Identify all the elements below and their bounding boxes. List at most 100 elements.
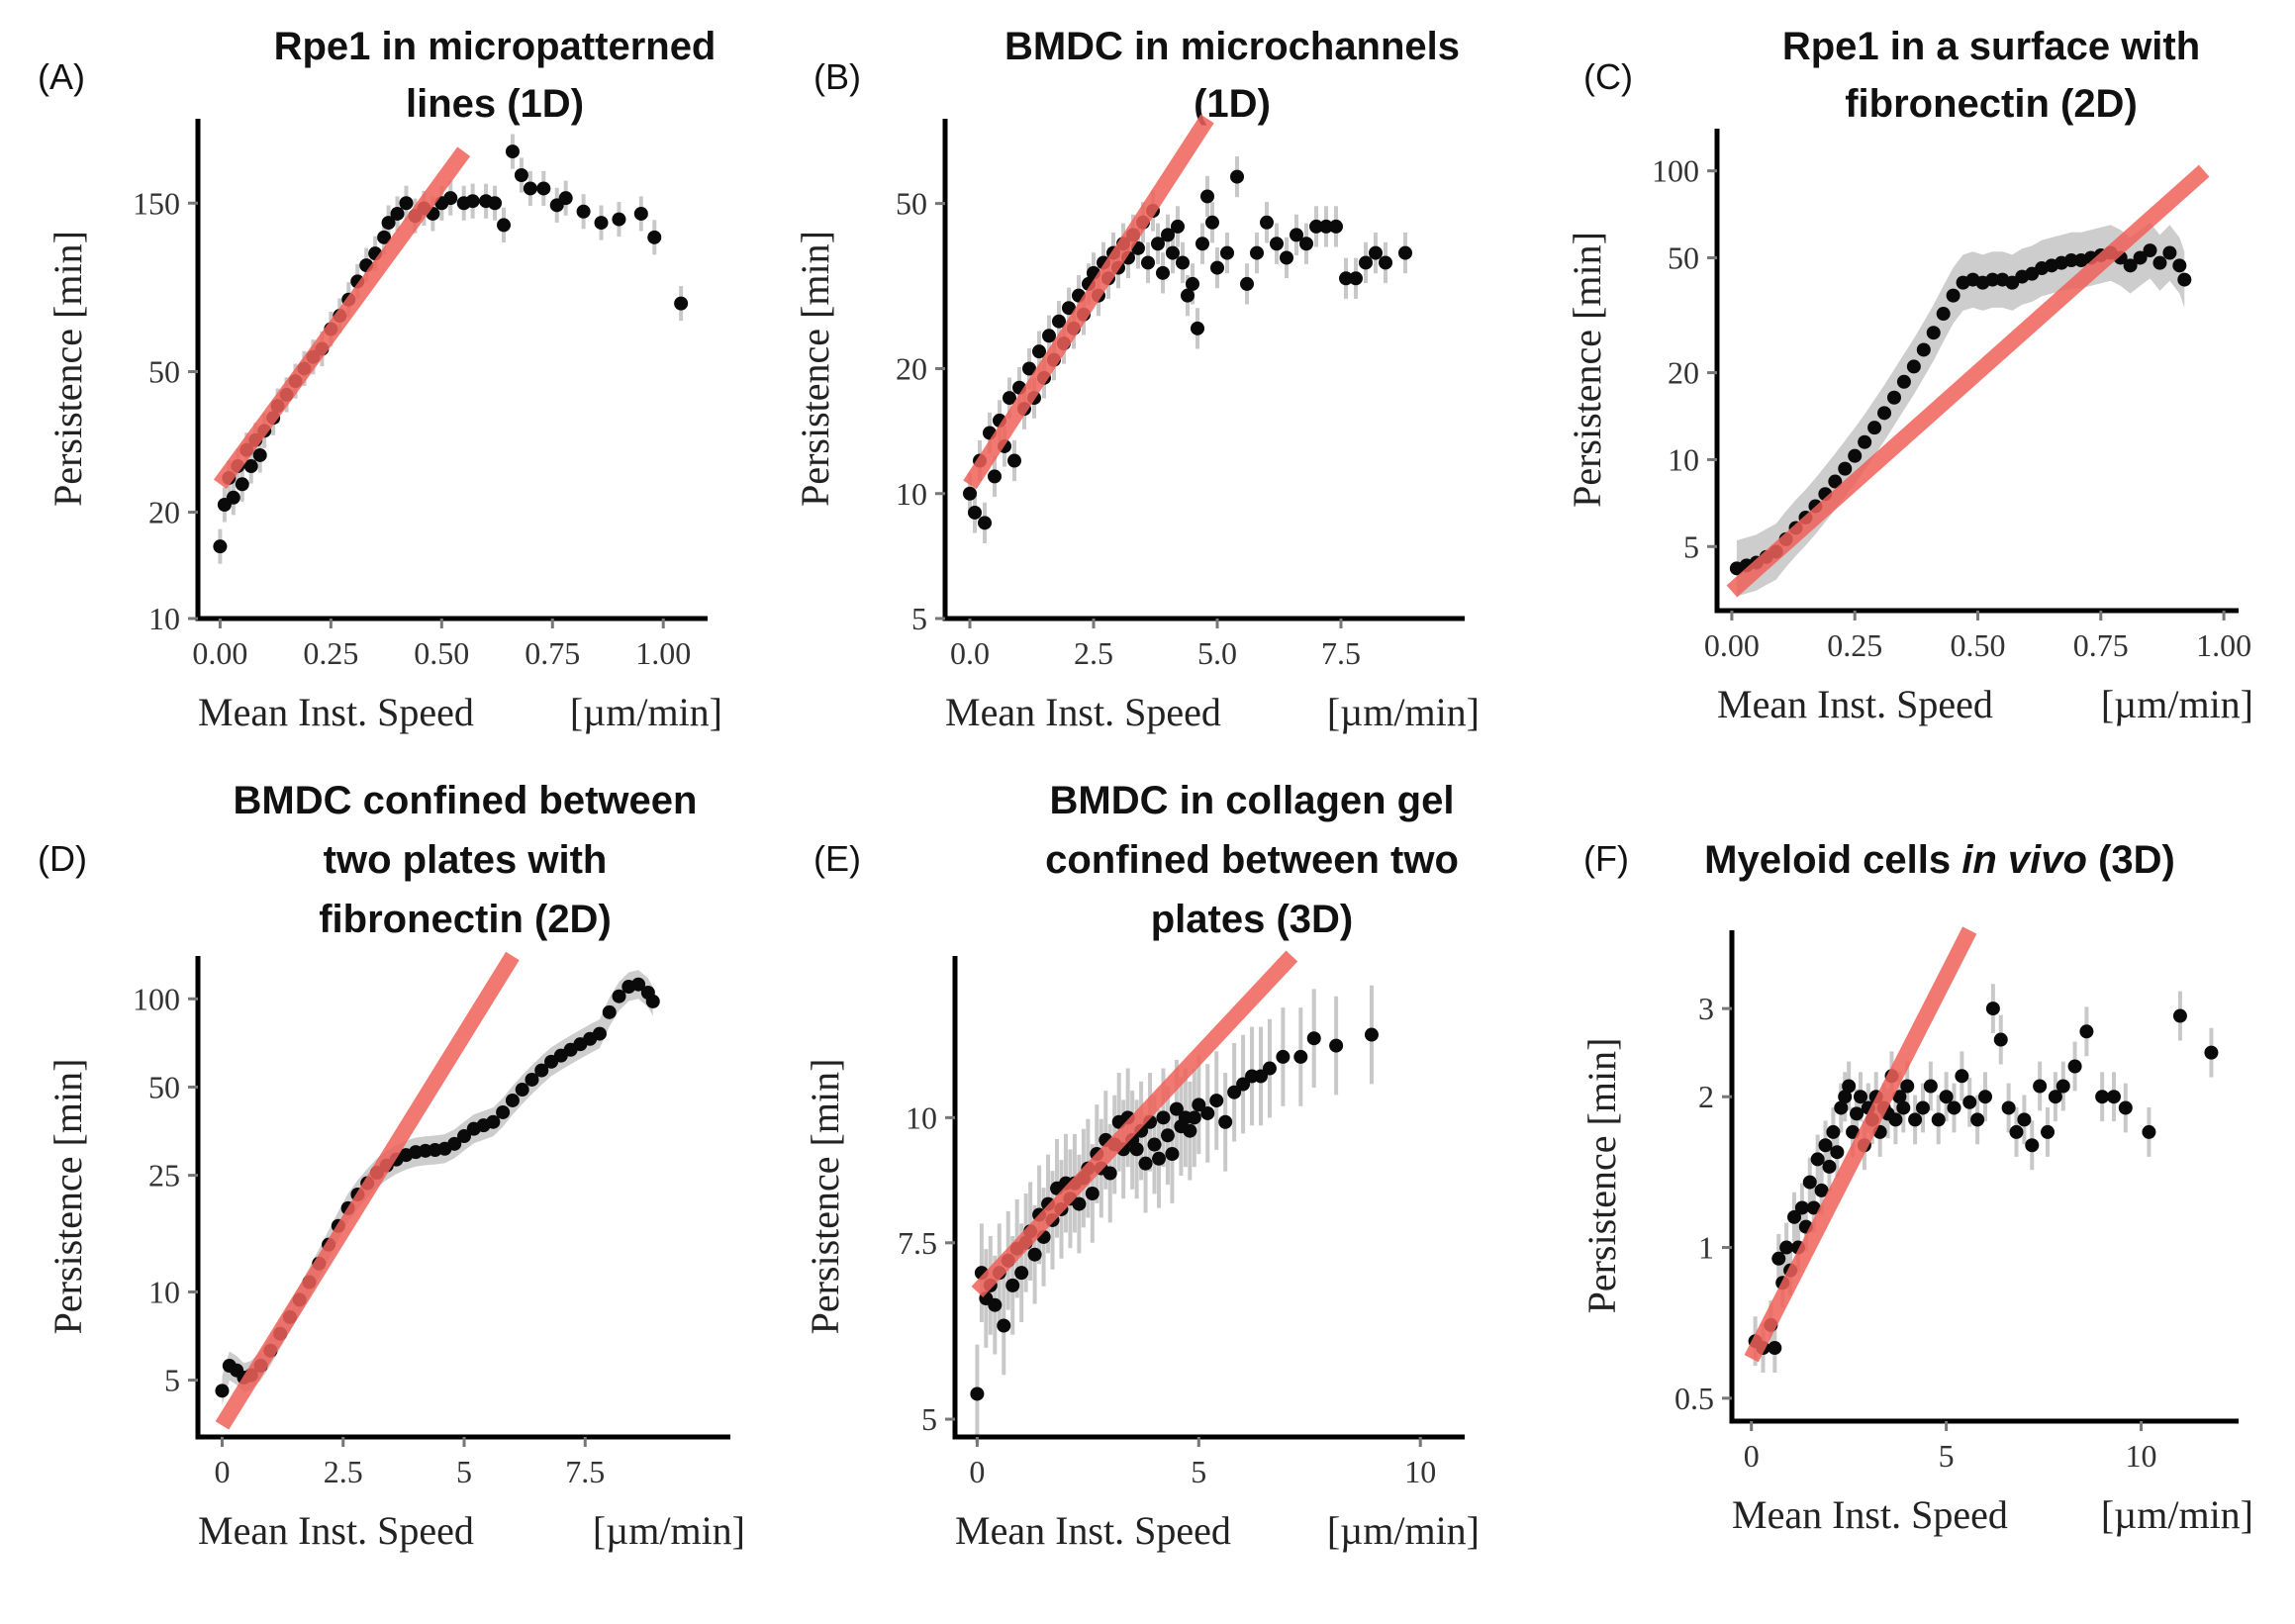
y-tick-label: 7.5 [898,1225,937,1261]
data-point [1359,255,1373,270]
data-point [1787,1209,1802,1224]
data-point [226,490,240,505]
data-point [602,1004,617,1019]
x-tick-label: 0.25 [1827,627,1882,663]
data-point [1141,255,1155,270]
data-point [1329,219,1343,234]
panel-title-line: fibronectin (2D) [319,898,612,941]
data-point [1794,1200,1809,1215]
data-point [1993,1032,2008,1047]
panel-title-line: confined between two [1045,838,1459,882]
data-point [612,212,626,227]
data-point [1779,1240,1794,1255]
fit-line [213,146,471,490]
data-point [2079,1024,2094,1039]
x-tick-label: 0 [214,1454,230,1489]
data-point [1022,361,1036,376]
data-point [496,1104,511,1119]
data-point [1838,1090,1853,1104]
data-point [1027,1247,1042,1262]
data-point [1369,245,1383,260]
data-point [1985,1002,2000,1016]
data-point [1818,1138,1833,1153]
x-tick-label: 1.00 [2196,627,2251,663]
data-point [1151,237,1165,251]
data-point [612,989,626,1003]
data-point [243,459,258,474]
panel-letter: (A) [38,56,85,97]
data-point [1160,1128,1175,1143]
data-point [377,230,392,244]
data-point [997,1318,1011,1333]
data-point [1007,453,1021,468]
data-point [592,1026,607,1041]
x-tick-label: 10 [1404,1454,1436,1489]
x-tick-label: 0 [1744,1438,1760,1474]
data-point [486,1114,501,1129]
data-point [505,144,520,159]
data-point [2063,253,2078,268]
title-part: Myeloid cells [1704,838,1961,882]
data-point [447,1136,462,1151]
y-tick-label: 0.5 [1674,1381,1714,1416]
data-point [2025,1138,2040,1153]
data-point [1176,255,1190,270]
y-tick-label: 5 [921,1401,937,1437]
x-tick-label: 5 [1191,1454,1206,1489]
data-point [1850,1106,1865,1121]
x-tick-label: 5 [1939,1438,1955,1474]
data-point [1102,1166,1117,1181]
y-tick-label: 5 [164,1363,180,1398]
data-point [1192,1098,1206,1112]
panel-title-line: fibronectin (2D) [1845,82,2138,126]
data-point [1896,374,1911,389]
data-point [978,516,992,530]
data-point [2095,1090,2110,1104]
y-tick-label: 50 [148,354,180,390]
data-point [1230,169,1244,184]
data-point [2017,1112,2032,1127]
panel-title-line: BMDC in collagen gel [1050,779,1455,822]
data-point [2033,1079,2048,1094]
panel-C: (C) Rpe1 in a surface with fibronectin (2D… [1565,25,2253,726]
fit-line [1726,164,2210,598]
data-point [988,1297,1003,1312]
data-point [594,216,609,231]
data-point [2142,1124,2156,1139]
data-point [1227,1085,1242,1099]
title-part: (3D) [2087,838,2175,882]
data-point [645,994,660,1008]
data-point [631,977,646,992]
x-tick-label: 0.0 [950,635,990,671]
data-point [1129,1142,1144,1157]
y-tick-label: 25 [148,1158,180,1194]
data-point [1923,1079,1938,1094]
y-tick-label: 50 [896,186,927,222]
data-point [1161,228,1175,242]
error-band [222,970,653,1405]
data-point [1329,1038,1344,1053]
data-point [1931,1112,1946,1127]
data-point [1842,1079,1857,1094]
data-point [1169,1101,1184,1116]
y-tick-label: 20 [896,351,927,387]
data-point [1848,448,1863,463]
data-point [2172,1008,2187,1023]
data-point [1166,245,1180,260]
y-axis-label: Persistence [min] [46,231,90,507]
panel-title-line: lines (1D) [406,82,584,126]
data-point [1946,288,1960,303]
data-point [1003,391,1016,406]
y-tick-label: 10 [896,476,927,512]
data-point [1828,474,1843,489]
data-point [1309,219,1323,234]
y-tick-label: 20 [148,495,180,530]
data-point [399,196,414,211]
data-point [1152,1151,1166,1166]
data-point [2172,258,2187,273]
y-tick-label: 100 [133,981,180,1016]
data-point [497,218,511,233]
data-point [1260,215,1274,230]
data-point [1900,1079,1915,1094]
